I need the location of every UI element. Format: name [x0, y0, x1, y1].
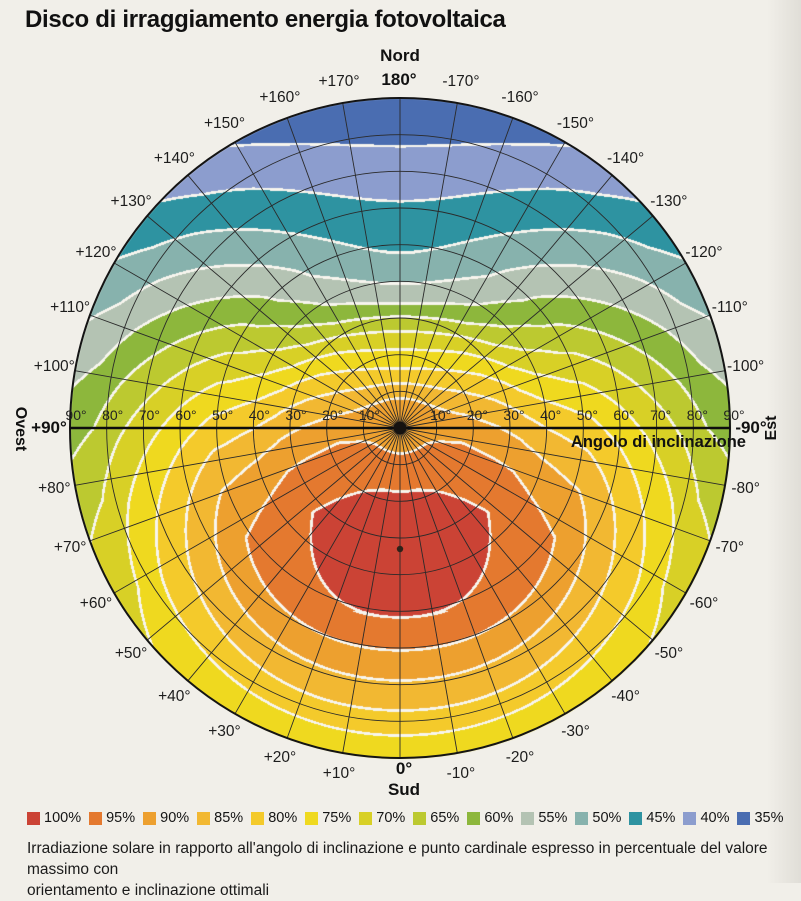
legend-label: 35%	[754, 810, 784, 826]
legend-item: 85%	[197, 810, 243, 826]
legend-label: 75%	[322, 810, 352, 826]
west-word-label: Ovest	[12, 406, 29, 452]
legend-swatch	[27, 811, 40, 825]
legend-label: 60%	[484, 810, 514, 826]
legend-label: 80%	[268, 810, 298, 826]
legend-label: 65%	[430, 810, 460, 826]
legend-item: 70%	[359, 810, 405, 826]
page-title: Disco di irraggiamento energia fotovolta…	[25, 6, 506, 33]
legend-item: 65%	[413, 810, 459, 826]
legend-item: 60%	[467, 810, 513, 826]
legend-swatch	[251, 811, 265, 825]
legend-swatch	[575, 811, 589, 825]
irradiation-disc-canvas	[60, 88, 740, 768]
legend-swatch	[413, 811, 427, 825]
legend-label: 45%	[646, 810, 676, 826]
legend-swatch	[521, 811, 535, 825]
legend-swatch	[197, 811, 211, 825]
legend-item: 100%	[27, 810, 81, 826]
legend-item: 40%	[683, 810, 729, 826]
legend-swatch	[737, 811, 751, 825]
legend-swatch	[89, 811, 103, 825]
legend-label: 95%	[106, 810, 136, 826]
legend-swatch	[629, 811, 643, 825]
legend-label: 85%	[214, 810, 244, 826]
legend-item: 50%	[575, 810, 621, 826]
legend-item: 75%	[305, 810, 351, 826]
caption: Irradiazione solare in rapporto all'ango…	[27, 838, 783, 901]
caption-line-2: orientamento e inclinazione ottimali	[27, 882, 270, 899]
legend-swatch	[143, 811, 157, 825]
south-word-label: Sud	[387, 780, 421, 799]
legend-label: 70%	[376, 810, 406, 826]
legend-item: 35%	[737, 810, 784, 826]
legend-item: 80%	[251, 810, 297, 826]
legend-label: 50%	[592, 810, 622, 826]
legend-label: 55%	[538, 810, 568, 826]
caption-line-1: Irradiazione solare in rapporto all'ango…	[27, 840, 768, 878]
legend-swatch	[467, 811, 481, 825]
azimuth-label-east: -90°	[735, 418, 767, 437]
legend-label: 40%	[700, 810, 730, 826]
legend-swatch	[683, 811, 697, 825]
legend-item: 55%	[521, 810, 567, 826]
legend-swatch	[359, 811, 373, 825]
legend-item: 45%	[629, 810, 675, 826]
legend-item: 95%	[89, 810, 135, 826]
legend-swatch	[305, 811, 319, 825]
legend: 100% 95% 90% 85% 80% 75% 70% 65% 60% 55% 50% 45% 40%…	[27, 810, 784, 826]
north-word-label: Nord	[380, 46, 420, 65]
north-angle-label: 180°	[381, 70, 417, 89]
scan-edge-shade	[767, 0, 801, 883]
legend-label: 100%	[44, 810, 82, 826]
legend-label: 90%	[160, 810, 190, 826]
legend-item: 90%	[143, 810, 189, 826]
